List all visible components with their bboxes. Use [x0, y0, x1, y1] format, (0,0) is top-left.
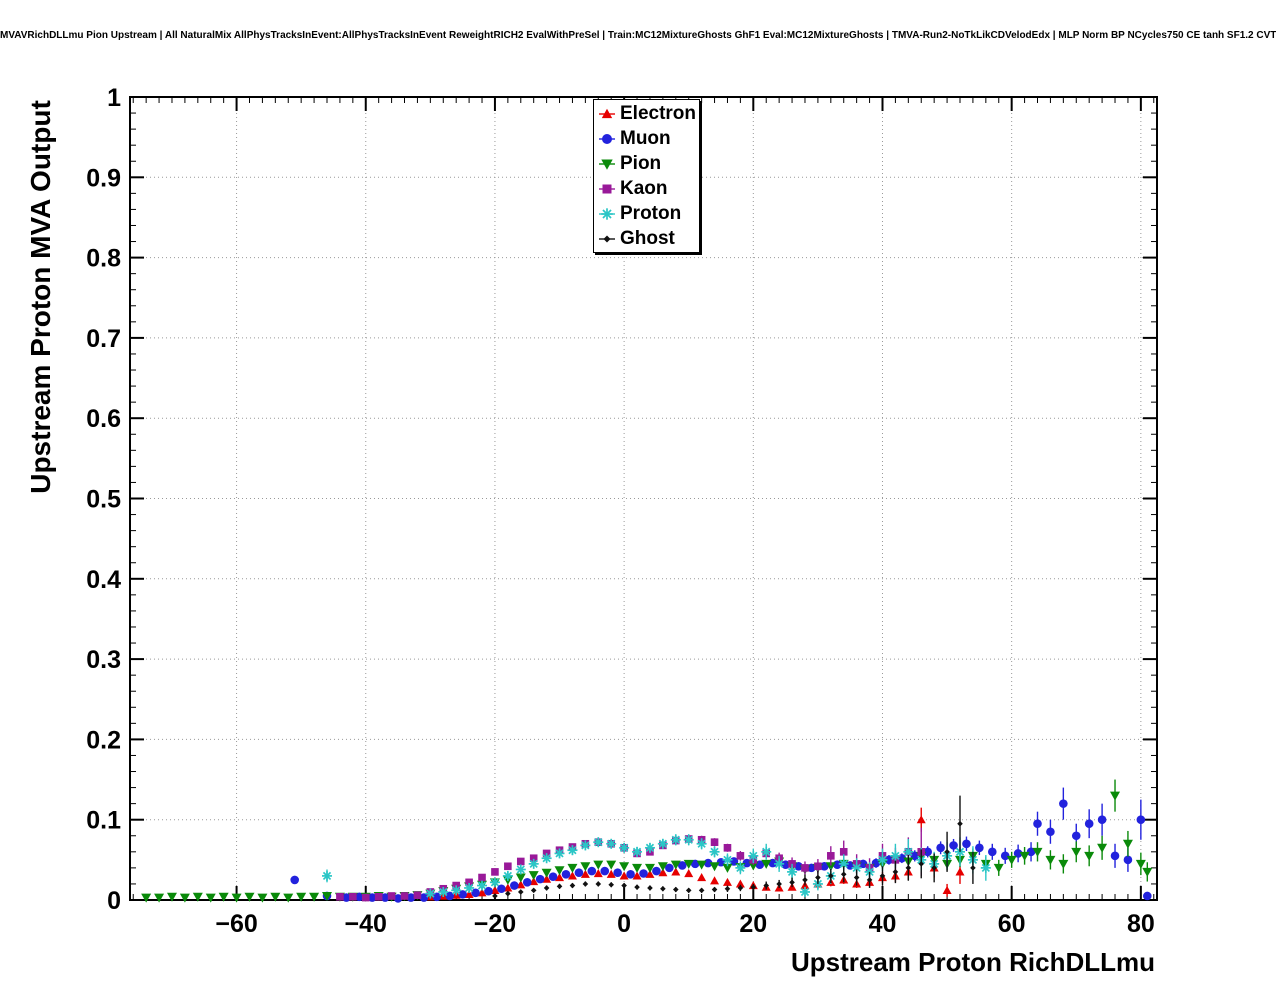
legend-label: Ghost [620, 227, 675, 249]
legend: Electron Muon Pion Kaon Proton Ghost [593, 99, 701, 253]
y-tick-label: 0.7 [86, 325, 121, 353]
x-tick-label: 80 [1127, 910, 1155, 938]
y-tick-label: 0 [107, 887, 121, 915]
kaon-marker-icon [599, 184, 615, 193]
x-tick-label: −20 [474, 910, 516, 938]
ghost-marker-icon [599, 235, 615, 242]
x-tick-label: 20 [739, 910, 767, 938]
series-ghost [492, 795, 976, 899]
legend-entry-ghost: Ghost [595, 226, 696, 251]
y-tick-label: 0.5 [86, 486, 121, 514]
x-tick-label: −60 [215, 910, 257, 938]
legend-entry-proton: Proton [595, 201, 696, 226]
x-tick-label: 60 [998, 910, 1026, 938]
legend-entry-muon: Muon [595, 126, 696, 151]
legend-entry-kaon: Kaon [595, 176, 696, 201]
x-axis-title: Upstream Proton RichDLLmu [791, 947, 1155, 977]
y-tick-label: 0.9 [86, 164, 121, 192]
pion-marker-icon [599, 158, 615, 170]
electron-marker-icon [599, 108, 615, 118]
y-tick-label: 0.8 [86, 245, 121, 273]
legend-label: Muon [620, 127, 671, 149]
x-tick-label: −40 [345, 910, 387, 938]
x-tick-label: 0 [617, 910, 631, 938]
legend-label: Kaon [620, 177, 668, 199]
legend-label: Electron [620, 102, 697, 124]
y-axis-title: Upstream Proton MVA Output [25, 100, 56, 494]
y-tick-label: 0.2 [86, 726, 121, 754]
muon-marker-icon [599, 133, 615, 144]
series-pion [141, 779, 1153, 903]
y-tick-label: 0.1 [86, 807, 121, 835]
plot-title: MVAVRichDLLmu Pion Upstream | All Natura… [0, 30, 1276, 41]
series-muon [290, 787, 1152, 903]
y-tick-label: 0.4 [86, 566, 121, 594]
x-tick-label: 40 [869, 910, 897, 938]
y-tick-label: 1 [107, 84, 121, 112]
legend-label: Pion [620, 152, 662, 174]
series-proton [322, 834, 991, 899]
y-tick-label: 0.3 [86, 646, 121, 674]
y-tick-label: 0.6 [86, 405, 121, 433]
legend-label: Proton [620, 202, 682, 224]
legend-entry-electron: Electron [595, 101, 696, 126]
legend-entry-pion: Pion [595, 151, 696, 176]
proton-marker-icon [599, 207, 615, 220]
